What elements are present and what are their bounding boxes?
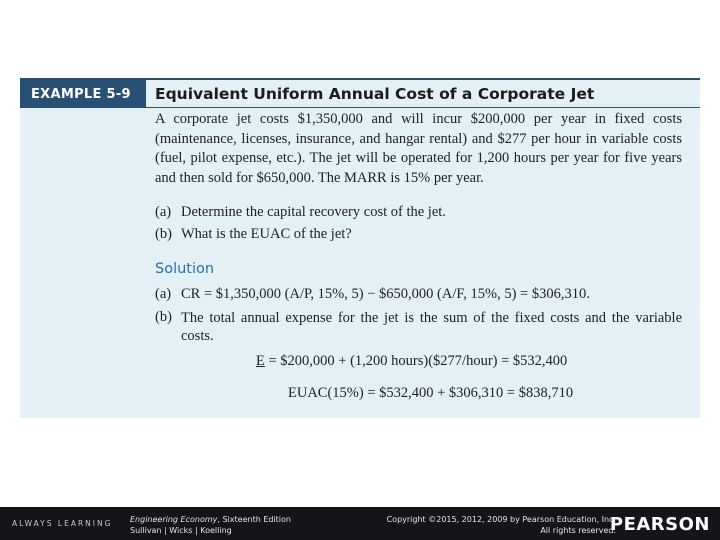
rights-text: All rights reserved. (540, 526, 616, 535)
example-title: Equivalent Uniform Annual Cost of a Corp… (155, 85, 595, 103)
equation-annual-expense: E = $200,000 + (1,200 hours)($277/hour) … (256, 353, 567, 370)
problem-statement: A corporate jet costs $1,350,000 and wil… (155, 111, 682, 186)
example-header: EXAMPLE 5-9 Equivalent Uniform Annual Co… (20, 78, 700, 108)
example-label-cell: EXAMPLE 5-9 (20, 80, 146, 108)
equation-variable-e: E (256, 353, 265, 369)
book-title: Engineering Economy (130, 515, 218, 524)
header-top-rule (20, 78, 700, 80)
solution-heading: Solution (155, 261, 215, 277)
copyright-text: Copyright ©2015, 2012, 2009 by Pearson E… (386, 515, 616, 524)
example-box (20, 78, 700, 418)
answer-b-letter: (b) (155, 309, 172, 325)
header-bottom-rule (146, 107, 700, 108)
answer-b-text: The total annual expense for the jet is … (181, 310, 682, 344)
question-a-text: Determine the capital recovery cost of t… (181, 204, 446, 220)
example-label: EXAMPLE 5-9 (31, 87, 131, 102)
answer-a-letter: (a) (155, 286, 172, 302)
equation-euac: EUAC(15%) = $532,400 + $306,310 = $838,7… (288, 385, 574, 401)
footer-bar: ALWAYS LEARNING Engineering Economy, Six… (0, 507, 720, 540)
question-b-letter: (b) (155, 226, 172, 242)
book-edition: , Sixteenth Edition (217, 515, 291, 524)
question-b-text: What is the EUAC of the jet? (181, 226, 352, 242)
book-title-line: Engineering Economy, Sixteenth Edition (130, 515, 291, 524)
answer-a-text: CR = $1,350,000 (A/P, 15%, 5) − $650,000… (181, 286, 590, 302)
example-title-cell: Equivalent Uniform Annual Cost of a Corp… (146, 80, 700, 108)
pearson-logo: PEARSON (609, 514, 710, 535)
book-authors: Sullivan | Wicks | Koelling (130, 526, 232, 535)
always-learning-tagline: ALWAYS LEARNING (12, 519, 113, 528)
equation-annual-expense-rhs: = $200,000 + (1,200 hours)($277/hour) = … (264, 353, 568, 369)
question-a-letter: (a) (155, 204, 172, 220)
